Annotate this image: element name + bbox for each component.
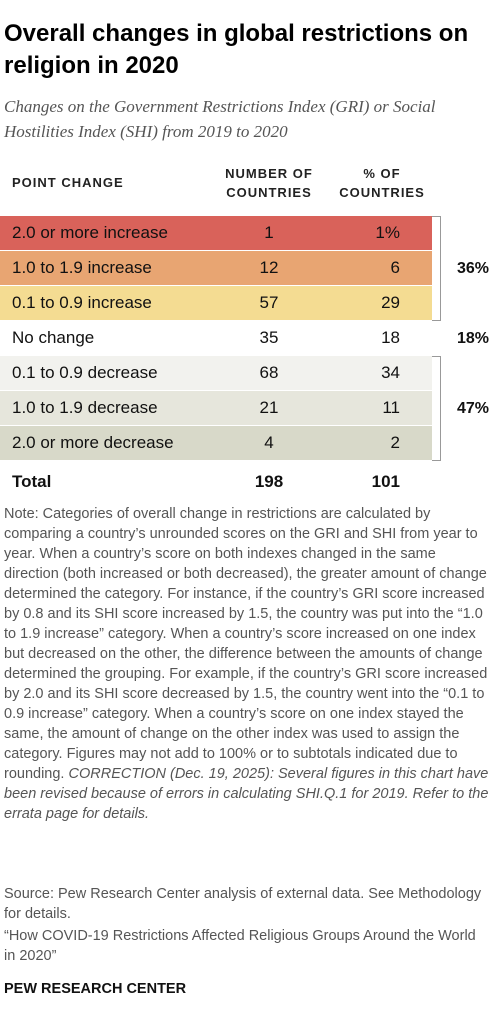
row-percent: 29 bbox=[381, 293, 400, 312]
row-category: 2.0 or more decrease bbox=[12, 433, 174, 452]
total-countries: 198 bbox=[254, 472, 284, 491]
footnote: Note: Categories of overall change in re… bbox=[4, 504, 489, 824]
total-label: Total bbox=[12, 472, 52, 491]
row-countries: 35 bbox=[259, 328, 279, 347]
table-row: 1.0 to 1.9 increase 12 6 bbox=[0, 251, 432, 285]
group-subtotal-label: 18% bbox=[456, 329, 489, 347]
total-percent: 101 bbox=[371, 472, 400, 491]
row-percent: 2 bbox=[390, 433, 400, 452]
source-text: Source: Pew Research Center analysis of … bbox=[4, 886, 482, 922]
group-bracket bbox=[432, 356, 441, 461]
group-bracket bbox=[432, 216, 441, 321]
table-row: 2.0 or more decrease 4 2 bbox=[0, 426, 432, 460]
chart-subtitle: Changes on the Government Restrictions I… bbox=[4, 97, 436, 141]
group-subtotal-label: 47% bbox=[456, 399, 489, 417]
row-category: 0.1 to 0.9 decrease bbox=[12, 363, 158, 382]
table-row: 0.1 to 0.9 decrease 68 34 bbox=[0, 356, 432, 390]
column-header-percent-of-countries: % OF COUNTRIES bbox=[339, 166, 425, 200]
column-header-number-of-countries: NUMBER OF COUNTRIES bbox=[225, 166, 313, 200]
group-subtotal-label: 36% bbox=[456, 259, 489, 277]
row-countries: 1 bbox=[264, 223, 274, 242]
row-category: 1.0 to 1.9 increase bbox=[12, 258, 152, 277]
row-category: No change bbox=[12, 328, 95, 347]
table-row: 1.0 to 1.9 decrease 21 11 bbox=[0, 391, 432, 425]
row-percent: 34 bbox=[381, 363, 400, 382]
row-category: 1.0 to 1.9 decrease bbox=[12, 398, 158, 417]
row-countries: 21 bbox=[259, 398, 279, 417]
column-header-point-change: POINT CHANGE bbox=[12, 175, 124, 190]
row-countries: 57 bbox=[259, 293, 279, 312]
row-countries: 12 bbox=[259, 258, 279, 277]
report-title: “How COVID-19 Restrictions Affected Reli… bbox=[4, 928, 476, 964]
row-percent: 11 bbox=[382, 398, 400, 417]
brand-logo-text: PEW RESEARCH CENTER bbox=[4, 981, 187, 997]
table-row: 2.0 or more increase 1 1% bbox=[0, 216, 432, 250]
row-category: 2.0 or more increase bbox=[12, 223, 168, 242]
row-percent: 1% bbox=[375, 223, 400, 242]
table-row-total: Total 198 101 bbox=[0, 465, 432, 499]
row-countries: 68 bbox=[259, 363, 279, 382]
table-row: No change 35 18 bbox=[0, 321, 432, 355]
row-countries: 4 bbox=[264, 433, 274, 452]
footnote-text: Note: Categories of overall change in re… bbox=[4, 506, 488, 782]
row-percent: 18 bbox=[381, 328, 400, 347]
row-percent: 6 bbox=[390, 258, 400, 277]
table-row: 0.1 to 0.9 increase 57 29 bbox=[0, 286, 432, 320]
correction-text: CORRECTION (Dec. 19, 2025): Several figu… bbox=[4, 766, 489, 822]
row-category: 0.1 to 0.9 increase bbox=[12, 293, 152, 312]
chart-title: Overall changes in global restrictions o… bbox=[4, 20, 469, 79]
